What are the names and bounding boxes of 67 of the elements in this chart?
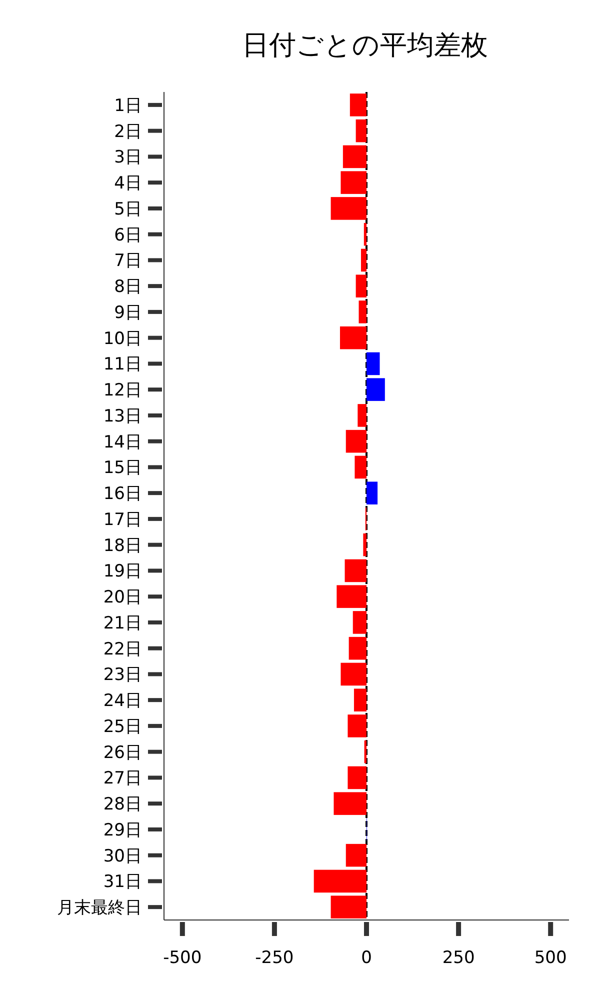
x-tick-label: -500 — [163, 948, 202, 968]
bar — [366, 352, 380, 376]
y-tick-label: 30日 — [103, 846, 142, 866]
x-tick-label: 0 — [361, 948, 372, 968]
chart-title: 日付ごとの平均差枚 — [242, 30, 488, 61]
y-tick-label: 17日 — [103, 510, 142, 530]
bar — [344, 559, 366, 582]
y-tick-label: 4日 — [114, 174, 142, 194]
bar — [340, 326, 366, 350]
y-tick-label: 1日 — [114, 96, 142, 116]
bar — [354, 456, 366, 479]
y-tick-label: 12日 — [103, 380, 142, 401]
y-tick-label: 8日 — [114, 277, 142, 298]
bar — [334, 792, 366, 815]
bar — [340, 171, 366, 194]
y-tick-label: 7日 — [114, 251, 142, 272]
bar — [346, 844, 366, 867]
y-tick-label: 13日 — [103, 406, 142, 426]
y-tick-label: 15日 — [103, 458, 142, 478]
bar — [346, 430, 366, 453]
bar — [366, 378, 385, 401]
bar — [358, 300, 366, 324]
bar — [350, 94, 366, 116]
y-tick-label: 29日 — [103, 820, 142, 840]
y-tick-label: 3日 — [114, 148, 142, 168]
y-tick-label: 5日 — [114, 199, 142, 220]
y-tick-label: 2日 — [114, 122, 142, 142]
bar — [336, 585, 366, 608]
bar — [356, 119, 366, 142]
bar — [348, 636, 366, 660]
bar — [366, 482, 378, 504]
bar — [352, 611, 366, 634]
y-tick-label: 27日 — [103, 768, 142, 789]
x-tick-label: 500 — [534, 948, 567, 968]
bar — [340, 662, 366, 686]
y-tick-label: 9日 — [114, 302, 142, 323]
bar — [358, 404, 366, 427]
y-tick-label: 11日 — [103, 354, 142, 375]
bar — [363, 533, 366, 556]
y-tick-label: 25日 — [103, 716, 142, 737]
y-tick-label: 26日 — [103, 742, 142, 763]
y-tick-label: 21日 — [103, 613, 142, 634]
y-tick-label: 28日 — [103, 794, 142, 815]
y-tick-label: 20日 — [103, 588, 142, 608]
y-tick-label: 10日 — [103, 328, 142, 349]
bar — [330, 896, 366, 918]
bar — [360, 248, 366, 272]
x-tick-label: 250 — [442, 948, 475, 968]
bar — [314, 870, 366, 893]
y-tick-label: 24日 — [103, 691, 142, 712]
y-tick-label: 14日 — [103, 432, 142, 452]
bar — [348, 714, 366, 738]
y-tick-label: 31日 — [103, 872, 142, 892]
y-tick-label: 月末最終日 — [57, 898, 142, 918]
y-tick-label: 23日 — [103, 665, 142, 686]
bar — [354, 688, 366, 712]
y-tick-label: 16日 — [103, 484, 142, 504]
bar — [348, 766, 366, 790]
bar — [330, 197, 366, 220]
y-tick-label: 6日 — [114, 225, 142, 246]
x-tick-label: -250 — [255, 948, 294, 968]
bar — [342, 145, 366, 168]
y-tick-label: 22日 — [103, 639, 142, 660]
y-tick-label: 18日 — [103, 536, 142, 556]
y-tick-label: 19日 — [103, 562, 142, 582]
bar — [364, 222, 366, 246]
bar — [356, 274, 366, 298]
